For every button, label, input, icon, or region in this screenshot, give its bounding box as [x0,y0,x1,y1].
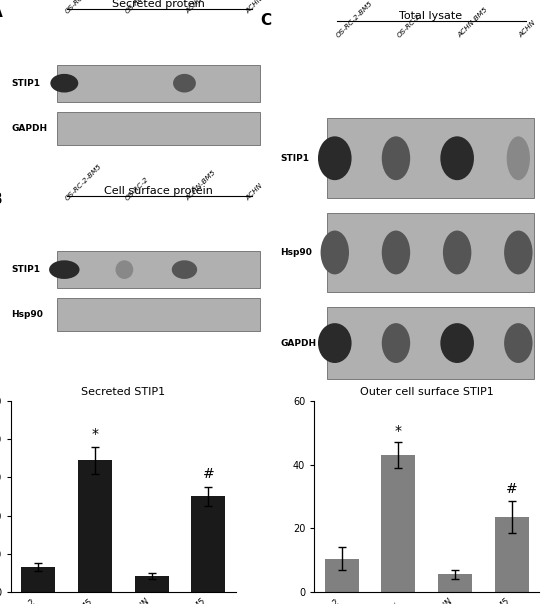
FancyBboxPatch shape [327,307,534,379]
FancyBboxPatch shape [327,118,534,198]
Text: *: * [91,427,98,441]
Text: C: C [260,13,271,28]
Text: #: # [202,467,215,481]
Text: OS-RC-2-BM5: OS-RC-2-BM5 [335,0,373,39]
Text: STIP1: STIP1 [280,154,310,162]
Text: OS-RC-2: OS-RC-2 [124,176,150,201]
Ellipse shape [441,323,474,363]
Text: OS-RC-2-BM5: OS-RC-2-BM5 [64,0,103,15]
Bar [135,576,169,592]
Text: GAPDH: GAPDH [280,339,317,347]
Text: GAPDH: GAPDH [11,124,47,133]
Title: Secreted STIP1: Secreted STIP1 [81,388,166,397]
Text: ACHN-BM5: ACHN-BM5 [184,169,217,201]
Text: Cell surface protein: Cell surface protein [104,186,213,196]
Text: Hsp90: Hsp90 [11,310,43,319]
Bar [324,559,359,592]
FancyBboxPatch shape [57,112,260,144]
Ellipse shape [504,323,532,363]
Text: STIP1: STIP1 [11,79,40,88]
Ellipse shape [382,323,410,363]
Text: STIP1: STIP1 [11,265,40,274]
Text: OS-RC-2: OS-RC-2 [124,0,150,15]
Text: OS-RC-2: OS-RC-2 [396,13,422,39]
Ellipse shape [116,260,133,279]
Text: ACHN-BM5: ACHN-BM5 [184,0,217,15]
Bar [191,496,225,592]
Ellipse shape [318,323,351,363]
Ellipse shape [173,74,196,92]
FancyBboxPatch shape [57,65,260,102]
FancyBboxPatch shape [327,213,534,292]
Ellipse shape [441,137,474,180]
Ellipse shape [321,231,349,274]
Ellipse shape [382,137,410,180]
Text: Total lysate: Total lysate [399,10,462,21]
Ellipse shape [382,231,410,274]
Text: *: * [395,423,402,438]
Text: ACHN: ACHN [245,182,263,201]
Ellipse shape [318,137,351,180]
Bar [381,455,415,592]
Text: ACHN: ACHN [245,0,263,15]
Bar [78,460,112,592]
Ellipse shape [443,231,471,274]
Ellipse shape [172,260,197,279]
Text: B: B [0,191,2,207]
Text: A: A [0,5,2,20]
Text: Hsp90: Hsp90 [280,248,312,257]
Title: Outer cell surface STIP1: Outer cell surface STIP1 [360,388,493,397]
Text: Secreted protein: Secreted protein [112,0,205,9]
Text: OS-RC-2-BM5: OS-RC-2-BM5 [64,162,103,201]
Text: #: # [506,483,518,496]
Bar [438,574,472,592]
Bar [495,517,529,592]
FancyBboxPatch shape [57,298,260,331]
Ellipse shape [49,260,80,279]
Ellipse shape [51,74,78,92]
Text: ACHN-BM5: ACHN-BM5 [457,7,490,39]
FancyBboxPatch shape [57,251,260,288]
Ellipse shape [507,137,530,180]
Bar [21,567,55,592]
Text: ACHN: ACHN [518,19,537,39]
Ellipse shape [504,231,532,274]
